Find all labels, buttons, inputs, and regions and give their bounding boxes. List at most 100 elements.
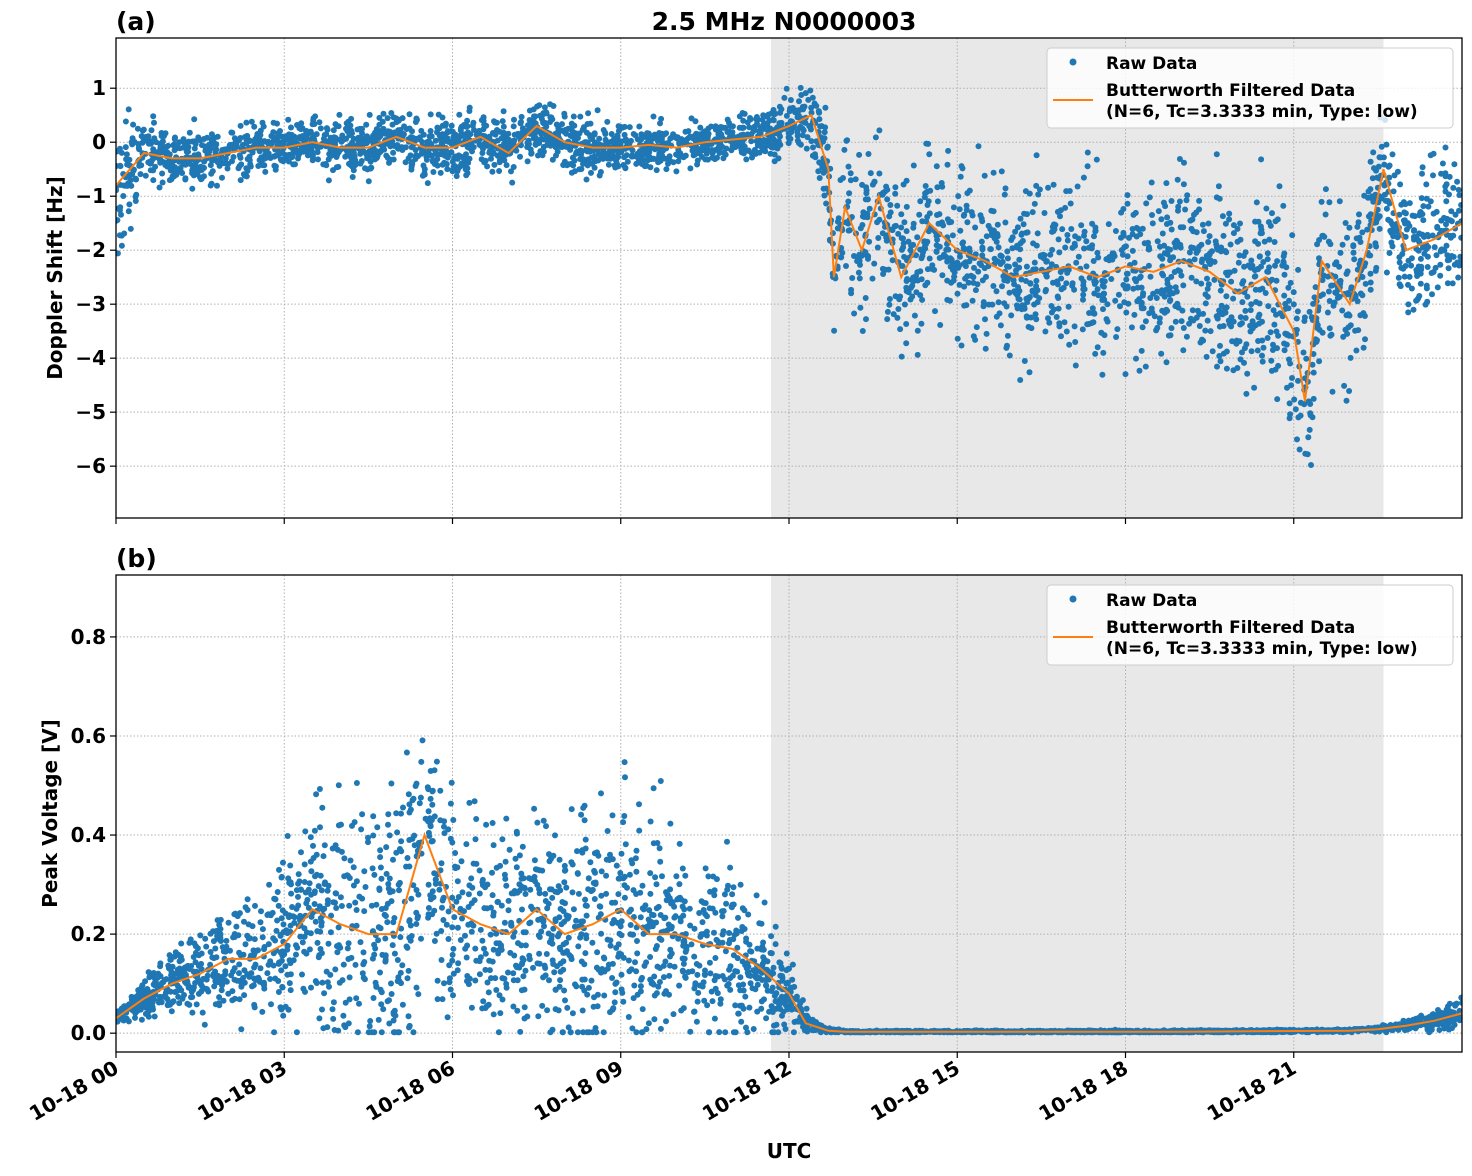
- raw-data-point: [268, 141, 274, 147]
- raw-data-point: [303, 135, 309, 141]
- raw-data-point: [1289, 232, 1295, 238]
- raw-data-point: [435, 978, 441, 984]
- raw-data-point: [963, 302, 969, 308]
- raw-data-point: [1173, 319, 1179, 325]
- raw-data-point: [1433, 265, 1439, 271]
- raw-data-point: [351, 136, 357, 142]
- raw-data-point: [312, 901, 318, 907]
- raw-data-point: [588, 170, 594, 176]
- raw-data-point: [1232, 268, 1238, 274]
- panel-a-doppler: 10−1−2−3−4−5−6(a)Doppler Shift [Hz]Raw D…: [43, 7, 1464, 524]
- raw-data-point: [984, 233, 990, 239]
- raw-data-point: [1094, 250, 1100, 256]
- raw-data-point: [266, 941, 272, 947]
- raw-data-point: [934, 233, 940, 239]
- raw-data-point: [126, 157, 132, 163]
- raw-data-point: [823, 201, 829, 207]
- raw-data-point: [1125, 271, 1131, 277]
- raw-data-point: [1346, 225, 1352, 231]
- raw-data-point: [875, 235, 881, 241]
- raw-data-point: [626, 1014, 632, 1020]
- raw-data-point: [334, 164, 340, 170]
- raw-data-point: [622, 124, 628, 130]
- raw-data-point: [1112, 253, 1118, 259]
- raw-data-point: [285, 117, 291, 123]
- raw-data-point: [851, 311, 857, 317]
- raw-data-point: [848, 170, 854, 176]
- raw-data-point: [972, 337, 978, 343]
- raw-data-point: [895, 306, 901, 312]
- raw-data-point: [1083, 238, 1089, 244]
- raw-data-point: [1415, 237, 1421, 243]
- raw-data-point: [657, 120, 663, 126]
- raw-data-point: [1030, 267, 1036, 273]
- raw-data-point: [1242, 308, 1248, 314]
- raw-data-point: [1068, 226, 1074, 232]
- raw-data-point: [857, 305, 863, 311]
- raw-data-point: [822, 105, 828, 111]
- raw-data-point: [876, 171, 882, 177]
- raw-data-point: [193, 141, 199, 147]
- raw-data-point: [152, 1014, 158, 1020]
- raw-data-point: [1065, 238, 1071, 244]
- raw-data-point: [1139, 348, 1145, 354]
- raw-data-point: [350, 174, 356, 180]
- raw-data-point: [1258, 224, 1264, 230]
- raw-data-point: [202, 936, 208, 942]
- raw-data-point: [672, 133, 678, 139]
- raw-data-point: [1259, 338, 1265, 344]
- raw-data-point: [859, 182, 865, 188]
- raw-data-point: [816, 108, 822, 114]
- raw-data-point: [860, 328, 866, 334]
- raw-data-point: [743, 156, 749, 162]
- raw-data-point: [1190, 307, 1196, 313]
- raw-data-point: [1160, 272, 1166, 278]
- raw-data-point: [1455, 275, 1461, 281]
- raw-data-point: [598, 931, 604, 937]
- raw-data-point: [178, 169, 184, 175]
- raw-data-point: [919, 297, 925, 303]
- raw-data-point: [216, 922, 222, 928]
- raw-data-point: [1068, 201, 1074, 207]
- raw-data-point: [556, 883, 562, 889]
- raw-data-point: [511, 123, 517, 129]
- raw-data-point: [769, 144, 775, 150]
- raw-data-point: [1056, 320, 1062, 326]
- raw-data-point: [751, 1026, 757, 1032]
- raw-data-point: [1161, 243, 1167, 249]
- raw-data-point: [976, 143, 982, 149]
- raw-data-point: [123, 144, 129, 150]
- raw-data-point: [772, 152, 778, 158]
- raw-data-point: [1444, 243, 1450, 249]
- raw-data-point: [843, 263, 849, 269]
- raw-data-point: [1268, 358, 1274, 364]
- raw-data-point: [957, 206, 963, 212]
- raw-data-point: [489, 169, 495, 175]
- raw-data-point: [645, 157, 651, 163]
- raw-data-point: [544, 142, 550, 148]
- raw-data-point: [713, 127, 719, 133]
- raw-data-point: [486, 958, 492, 964]
- raw-data-point: [159, 140, 165, 146]
- raw-data-point: [471, 144, 477, 150]
- raw-data-point: [1291, 301, 1297, 307]
- raw-data-point: [994, 288, 1000, 294]
- raw-data-point: [1285, 285, 1291, 291]
- raw-data-point: [616, 123, 622, 129]
- raw-data-point: [1028, 325, 1034, 331]
- raw-data-point: [288, 125, 294, 131]
- raw-data-point: [1291, 289, 1297, 295]
- raw-data-point: [1130, 231, 1136, 237]
- raw-data-point: [658, 778, 664, 784]
- raw-data-point: [661, 132, 667, 138]
- raw-data-point: [1200, 222, 1206, 228]
- raw-data-point: [958, 174, 964, 180]
- raw-data-point: [1259, 353, 1265, 359]
- raw-data-point: [491, 1011, 497, 1017]
- raw-data-point: [1168, 332, 1174, 338]
- raw-data-point: [961, 212, 967, 218]
- raw-data-point: [1055, 281, 1061, 287]
- raw-data-point: [1143, 318, 1149, 324]
- raw-data-point: [1287, 400, 1293, 406]
